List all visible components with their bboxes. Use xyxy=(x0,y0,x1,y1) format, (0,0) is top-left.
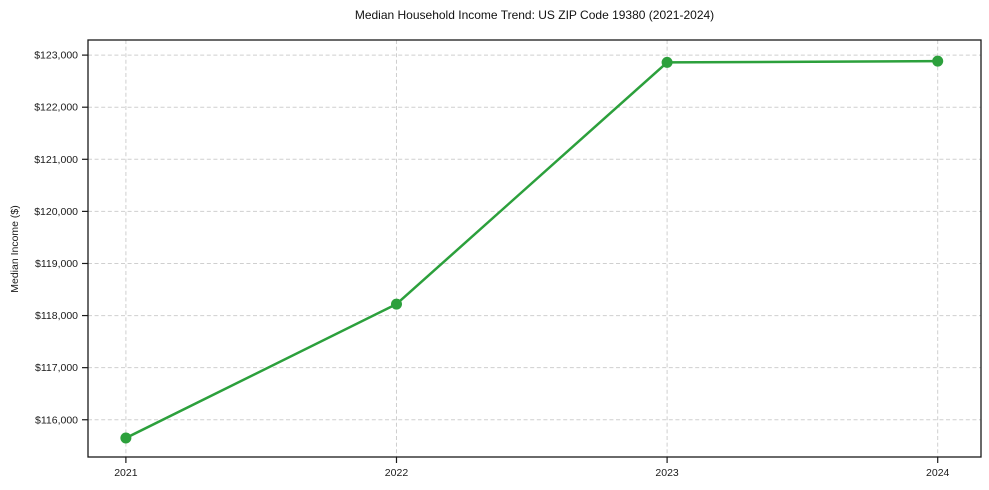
y-tick-label: $117,000 xyxy=(35,362,78,374)
x-tick-label: 2024 xyxy=(926,467,950,479)
chart-title: Median Household Income Trend: US ZIP Co… xyxy=(354,8,715,22)
plot-border xyxy=(87,39,982,458)
trend-line xyxy=(124,59,939,440)
data-point-marker xyxy=(661,56,673,68)
y-tick-label: $116,000 xyxy=(35,414,78,426)
y-tick-label: $121,000 xyxy=(34,154,78,166)
x-tick-label: 2023 xyxy=(655,467,679,479)
data-point-marker xyxy=(120,432,132,444)
y-tick-label: $123,000 xyxy=(34,50,78,62)
y-tick-label: $122,000 xyxy=(34,102,78,114)
data-point-marker xyxy=(390,298,402,310)
y-tick-label: $119,000 xyxy=(35,258,78,270)
y-tick-label: $118,000 xyxy=(35,310,78,322)
x-tick-label: 2022 xyxy=(385,467,409,479)
y-tick-label: $120,000 xyxy=(34,206,78,218)
x-tick-label: 2021 xyxy=(114,467,138,479)
data-point-marker xyxy=(932,55,944,67)
